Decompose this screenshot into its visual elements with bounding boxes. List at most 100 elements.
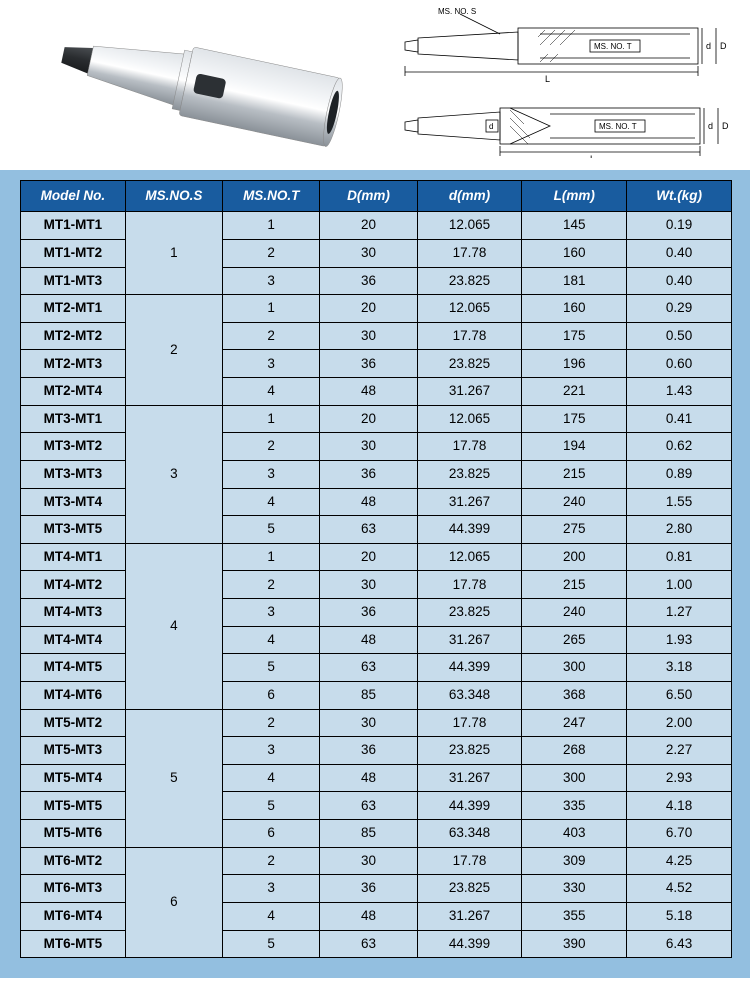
- cell-L: 175: [522, 322, 627, 350]
- cell-t: 2: [223, 322, 320, 350]
- cell-D: 36: [320, 267, 417, 295]
- cell-t: 6: [223, 681, 320, 709]
- cell-D: 63: [320, 930, 417, 958]
- cell-t: 5: [223, 792, 320, 820]
- cell-model: MT1-MT2: [21, 239, 126, 267]
- cell-wt: 1.55: [627, 488, 732, 516]
- cell-d: 17.78: [417, 322, 522, 350]
- cell-d: 12.065: [417, 543, 522, 571]
- cell-L: 215: [522, 460, 627, 488]
- cell-wt: 2.93: [627, 764, 732, 792]
- cell-model: MT5-MT6: [21, 820, 126, 848]
- cell-D: 85: [320, 820, 417, 848]
- cell-L: 275: [522, 516, 627, 544]
- cell-model: MT4-MT2: [21, 571, 126, 599]
- cell-wt: 1.27: [627, 599, 732, 627]
- cell-model: MT4-MT6: [21, 681, 126, 709]
- cell-model: MT4-MT1: [21, 543, 126, 571]
- cell-wt: 0.62: [627, 433, 732, 461]
- cell-D: 48: [320, 378, 417, 406]
- cell-D: 36: [320, 737, 417, 765]
- cell-d: 31.267: [417, 764, 522, 792]
- cell-L: 300: [522, 764, 627, 792]
- cell-model: MT3-MT5: [21, 516, 126, 544]
- cell-D: 20: [320, 405, 417, 433]
- cell-d: 44.399: [417, 792, 522, 820]
- cell-wt: 0.41: [627, 405, 732, 433]
- cell-t: 3: [223, 737, 320, 765]
- cell-wt: 1.00: [627, 571, 732, 599]
- cell-d: 12.065: [417, 405, 522, 433]
- cell-t: 1: [223, 295, 320, 323]
- col-D: D(mm): [320, 181, 417, 212]
- cell-d: 23.825: [417, 875, 522, 903]
- label-D-1: D: [720, 41, 727, 51]
- cell-t: 1: [223, 543, 320, 571]
- cell-t: 2: [223, 239, 320, 267]
- cell-d: 17.78: [417, 433, 522, 461]
- cell-d: 23.825: [417, 350, 522, 378]
- cell-d: 63.348: [417, 681, 522, 709]
- cell-t: 3: [223, 460, 320, 488]
- header-row: Model No. MS.NO.S MS.NO.T D(mm) d(mm) L(…: [21, 181, 732, 212]
- cell-model: MT2-MT2: [21, 322, 126, 350]
- cell-L: 368: [522, 681, 627, 709]
- cell-D: 63: [320, 654, 417, 682]
- cell-d: 17.78: [417, 571, 522, 599]
- cell-t: 5: [223, 516, 320, 544]
- label-d-front: d: [489, 122, 493, 131]
- cell-t: 4: [223, 902, 320, 930]
- cell-model: MT2-MT3: [21, 350, 126, 378]
- cell-d: 23.825: [417, 267, 522, 295]
- cell-wt: 1.43: [627, 378, 732, 406]
- product-image: [30, 13, 360, 158]
- cell-model: MT6-MT5: [21, 930, 126, 958]
- cell-wt: 1.93: [627, 626, 732, 654]
- cell-model: MT5-MT4: [21, 764, 126, 792]
- cell-L: 240: [522, 488, 627, 516]
- cell-wt: 0.19: [627, 212, 732, 240]
- cell-t: 1: [223, 212, 320, 240]
- cell-model: MT1-MT1: [21, 212, 126, 240]
- cell-L: 330: [522, 875, 627, 903]
- cell-D: 48: [320, 626, 417, 654]
- cell-wt: 4.25: [627, 847, 732, 875]
- cell-wt: 0.29: [627, 295, 732, 323]
- cell-L: 196: [522, 350, 627, 378]
- cell-ms-no-s: 6: [125, 847, 222, 958]
- table-row: MT4-MT1412012.0652000.81: [21, 543, 732, 571]
- cell-d: 31.267: [417, 488, 522, 516]
- cell-d: 23.825: [417, 737, 522, 765]
- cell-t: 2: [223, 847, 320, 875]
- cell-wt: 6.70: [627, 820, 732, 848]
- table-body: MT1-MT1112012.0651450.19MT1-MT223017.781…: [21, 212, 732, 958]
- cell-t: 3: [223, 350, 320, 378]
- cell-t: 4: [223, 626, 320, 654]
- cell-wt: 6.50: [627, 681, 732, 709]
- cell-L: 300: [522, 654, 627, 682]
- cell-L: 240: [522, 599, 627, 627]
- cell-L: 145: [522, 212, 627, 240]
- cell-D: 20: [320, 295, 417, 323]
- cell-model: MT1-MT3: [21, 267, 126, 295]
- technical-diagrams: MS. NO. S: [390, 8, 730, 163]
- cell-ms-no-s: 1: [125, 212, 222, 295]
- cell-model: MT3-MT4: [21, 488, 126, 516]
- spec-table: Model No. MS.NO.S MS.NO.T D(mm) d(mm) L(…: [20, 180, 732, 958]
- table-row: MT6-MT2623017.783094.25: [21, 847, 732, 875]
- cell-t: 4: [223, 488, 320, 516]
- cell-D: 36: [320, 599, 417, 627]
- cell-L: 309: [522, 847, 627, 875]
- cell-d: 12.065: [417, 212, 522, 240]
- cell-d: 44.399: [417, 654, 522, 682]
- cell-wt: 0.60: [627, 350, 732, 378]
- diagram-icon: MS. NO. S: [390, 8, 730, 158]
- cell-wt: 6.43: [627, 930, 732, 958]
- cell-D: 48: [320, 488, 417, 516]
- sleeve-illustration-icon: [30, 13, 360, 153]
- col-s: MS.NO.S: [125, 181, 222, 212]
- cell-D: 20: [320, 543, 417, 571]
- cell-D: 30: [320, 571, 417, 599]
- cell-ms-no-s: 2: [125, 295, 222, 406]
- cell-model: MT4-MT5: [21, 654, 126, 682]
